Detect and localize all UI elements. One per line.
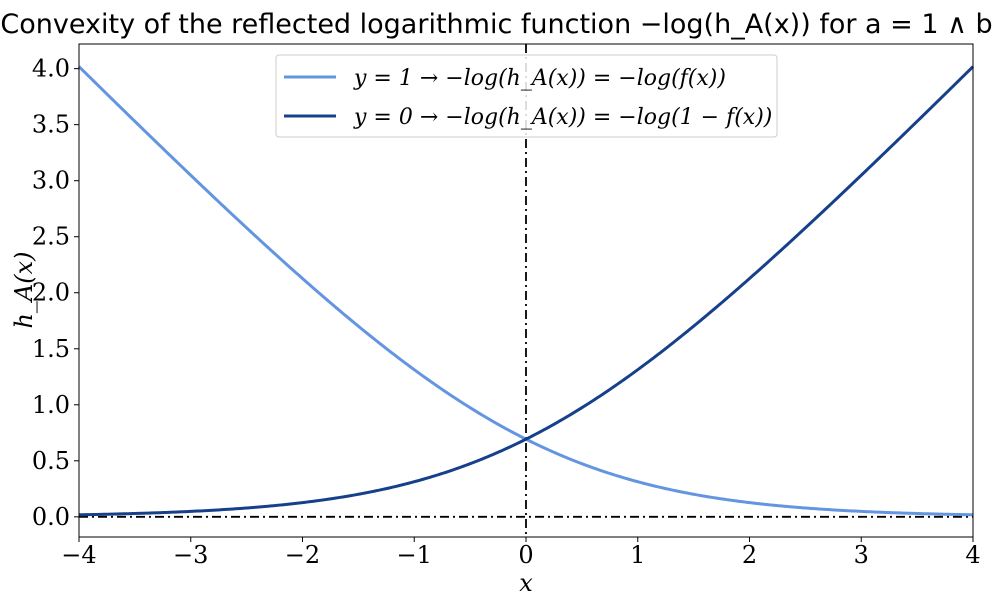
y-tick-label: 3.0 — [32, 167, 70, 195]
y-tick-label: 2.0 — [32, 279, 70, 307]
x-tick-label: 1 — [630, 541, 645, 569]
x-tick-label: 3 — [854, 541, 869, 569]
y-tick-label: 0.0 — [32, 503, 70, 531]
x-tick-label: −3 — [173, 541, 208, 569]
y-axis: 0.0 0.5 1.0 1.5 2.0 2.5 3.0 3.5 4.0 — [32, 55, 79, 531]
y-tick-label: 4.0 — [32, 55, 70, 83]
y-tick-label: 0.5 — [32, 447, 70, 475]
x-tick-label: 4 — [965, 541, 980, 569]
legend: y = 1 → −log(h_A(x)) = −log(f(x)) y = 0 … — [275, 54, 778, 138]
series-line-2 — [78, 65, 975, 517]
legend-box — [275, 54, 778, 138]
y-tick-label: 3.5 — [32, 111, 70, 139]
y-tick-label: 1.0 — [32, 391, 70, 419]
x-tick-label: 0 — [518, 541, 533, 569]
series-layer — [77, 65, 975, 517]
x-axis: −4 −3 −2 −1 0 1 2 3 4 — [61, 537, 981, 569]
x-tick-label: −1 — [397, 541, 432, 569]
x-axis-label: x — [519, 569, 533, 597]
legend-label-series-2: y = 0 → −log(h_A(x)) = −log(1 − f(x)) — [353, 105, 772, 130]
chart-title: Convexity of the reflected logarithmic f… — [0, 9, 1001, 40]
y-tick-label: 1.5 — [32, 335, 70, 363]
legend-label-series-1: y = 1 → −log(h_A(x)) = −log(f(x)) — [353, 66, 726, 91]
y-tick-label: 2.5 — [32, 223, 70, 251]
x-tick-label: 2 — [742, 541, 757, 569]
y-axis-label: h_A(x) — [10, 251, 38, 328]
x-tick-label: −2 — [285, 541, 320, 569]
x-tick-label: −4 — [61, 541, 96, 569]
